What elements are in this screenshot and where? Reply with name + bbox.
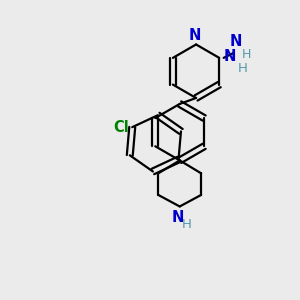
Text: H: H [242,48,251,62]
Text: N: N [224,49,236,64]
Text: Cl: Cl [113,120,129,135]
Text: N: N [172,210,184,225]
Text: N: N [230,34,242,49]
Text: H: H [238,62,248,75]
Text: N: N [188,28,201,43]
Text: H: H [181,218,191,231]
